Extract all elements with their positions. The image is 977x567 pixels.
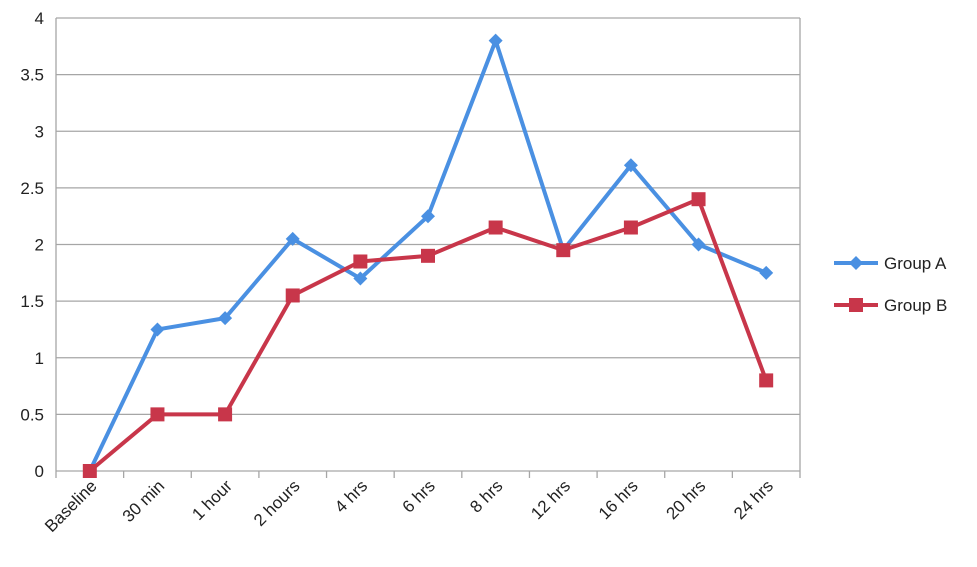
y-tick-label: 0 [35, 462, 44, 481]
legend-item: Group B [834, 296, 947, 315]
data-point [353, 254, 368, 269]
legend-marker [849, 256, 863, 270]
data-point [421, 248, 435, 263]
y-tick-label: 0.5 [20, 405, 44, 424]
data-point [218, 407, 233, 422]
data-point [150, 407, 165, 422]
x-tick-label: 30 min [119, 476, 169, 526]
x-tick-label: 6 hrs [399, 476, 439, 516]
legend-label: Group B [884, 296, 947, 315]
legend-marker [849, 298, 863, 312]
data-point [691, 237, 706, 252]
x-tick-label: 2 hours [250, 476, 304, 530]
data-point [488, 33, 503, 48]
series-line [88, 197, 769, 473]
axes [55, 18, 801, 478]
x-tick-label: 16 hrs [595, 476, 642, 523]
data-point [285, 288, 300, 303]
y-tick-label: 1.5 [20, 292, 44, 311]
y-axis-ticks: 0 0.5 1 1.5 2 2.5 3 3.5 4 [20, 9, 44, 481]
legend-item: Group A [834, 254, 947, 273]
data-point [759, 265, 774, 280]
y-tick-label: 2.5 [20, 179, 44, 198]
x-tick-label: 24 hrs [730, 476, 777, 523]
y-tick-label: 1 [35, 349, 44, 368]
data-point [488, 220, 503, 235]
data-point [623, 158, 638, 173]
data-point [623, 220, 638, 235]
y-tick-label: 2 [35, 236, 44, 255]
x-tick-label: 20 hrs [663, 476, 710, 523]
data-point [421, 209, 435, 224]
y-tick-label: 3 [35, 122, 44, 141]
x-tick-label: 12 hrs [527, 476, 574, 523]
legend-label: Group A [884, 254, 947, 273]
data-point [353, 271, 368, 286]
x-axis-ticks: Baseline 30 min 1 hour 2 hours 4 hrs 6 hrs 8 h… [41, 476, 777, 536]
gridlines [56, 17, 800, 472]
series-1 [82, 192, 774, 478]
data-point [691, 192, 706, 207]
data-point [218, 311, 233, 326]
legend: Group A Group B [834, 254, 947, 315]
x-tick-label: Baseline [41, 476, 101, 536]
data-point [556, 243, 571, 258]
data-point [150, 322, 165, 337]
series-layer [82, 33, 774, 478]
y-tick-label: 4 [35, 9, 44, 28]
data-point [759, 373, 774, 388]
x-tick-label: 4 hrs [331, 476, 371, 516]
y-tick-label: 3.5 [20, 66, 44, 85]
data-point [285, 231, 300, 246]
x-tick-label: 8 hrs [466, 476, 506, 516]
x-tick-label: 1 hour [188, 476, 236, 524]
data-point [82, 464, 97, 478]
